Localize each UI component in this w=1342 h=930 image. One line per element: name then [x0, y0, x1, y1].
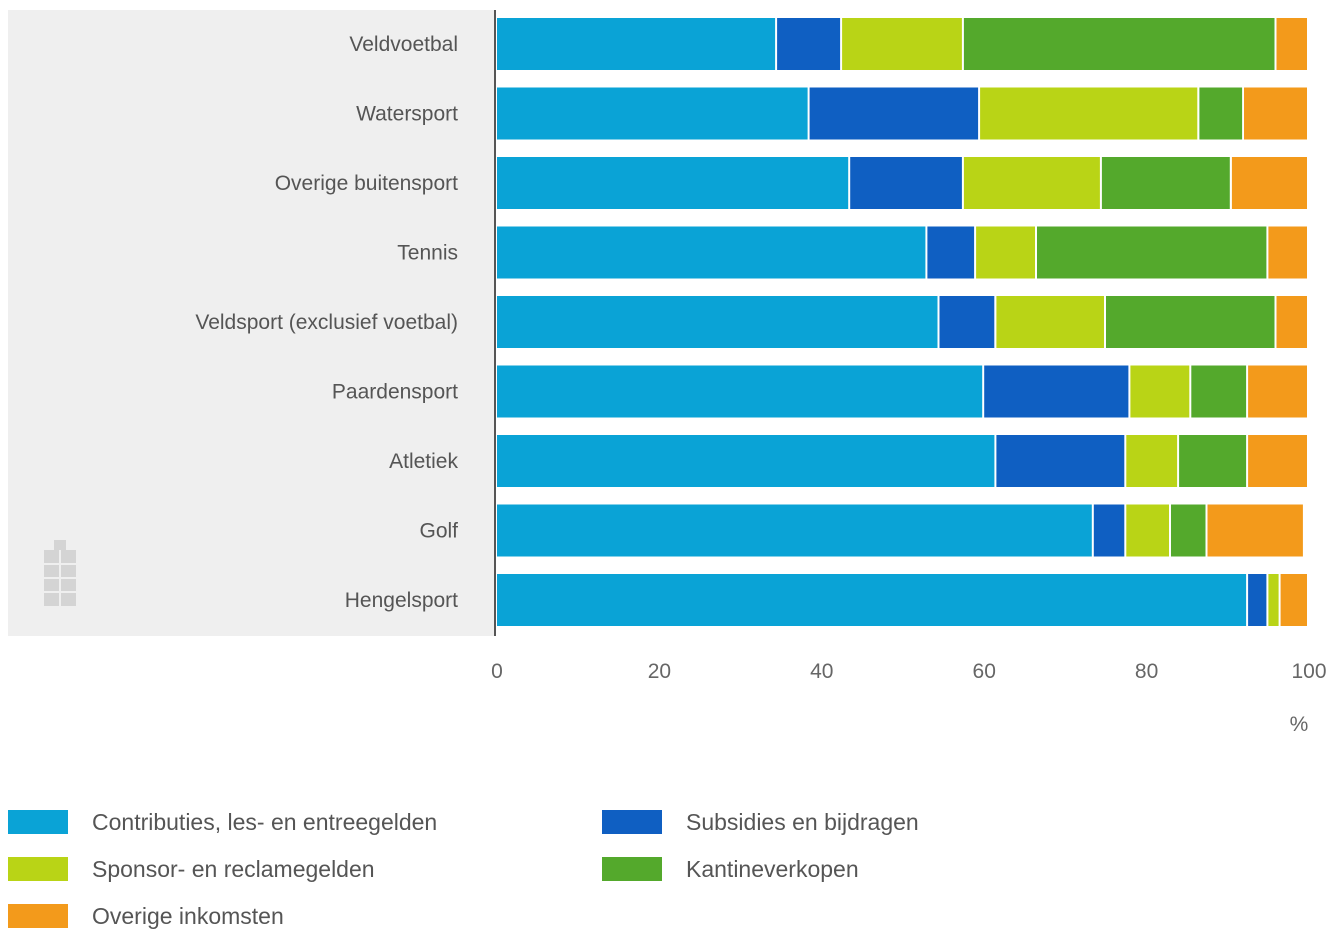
legend-label: Subsidies en bijdragen — [686, 809, 919, 835]
category-label: Veldvoetbal — [349, 33, 458, 56]
bar-segment — [984, 365, 1129, 418]
logo-icon — [44, 540, 76, 606]
x-tick-label: 100 — [1291, 660, 1326, 683]
x-tick-label: 0 — [491, 660, 503, 683]
bars — [497, 18, 1307, 626]
bar-segment — [1130, 365, 1190, 418]
category-label: Hengelsport — [345, 589, 458, 612]
bar-segment — [1093, 504, 1125, 557]
bar-segment — [497, 87, 808, 140]
x-tick-label: 40 — [810, 660, 833, 683]
bar-segment — [809, 87, 979, 140]
x-tick-label: 20 — [648, 660, 671, 683]
bar-segment — [1199, 87, 1243, 140]
bar-segment — [980, 87, 1198, 140]
x-tick-label: 60 — [973, 660, 996, 683]
bar-segment — [963, 18, 1275, 70]
bar-segment — [963, 157, 1100, 209]
bar-segment — [497, 18, 776, 70]
legend: Contributies, les- en entreegelden Subsid… — [8, 809, 919, 929]
bar-segment — [927, 226, 975, 279]
category-label: Veldsport (exclusief voetbal) — [195, 311, 458, 334]
x-axis-unit: % — [1290, 713, 1309, 736]
bar-segment — [1126, 435, 1178, 487]
bar-segment — [939, 296, 995, 348]
legend-label: Sponsor- en reclamegelden — [92, 856, 375, 882]
bar-segment — [1231, 157, 1307, 209]
bar-segment — [777, 18, 841, 70]
bar-segment — [996, 435, 1125, 487]
category-label: Atletiek — [389, 450, 458, 473]
x-axis-tick-labels: 0 20 40 60 80 100 — [491, 660, 1326, 683]
bar-segment — [842, 18, 962, 70]
category-label: Golf — [419, 520, 458, 543]
bar-segment — [1276, 296, 1307, 348]
bar-segment — [497, 504, 1092, 557]
legend-swatch — [602, 810, 662, 834]
legend-swatch — [8, 904, 68, 928]
bar-segment — [1248, 365, 1307, 418]
bar-segment — [976, 226, 1035, 279]
bar-segment — [1179, 435, 1247, 487]
bar-segment — [1244, 87, 1307, 140]
legend-swatch — [8, 810, 68, 834]
bar-segment — [497, 435, 995, 487]
legend-swatch — [8, 857, 68, 881]
category-label: Overige buitensport — [275, 172, 458, 195]
bar-segment — [1126, 504, 1169, 557]
bar-segment — [1207, 504, 1303, 557]
bar-segment — [850, 157, 962, 209]
bar-segment — [497, 157, 849, 209]
bar-segment — [1037, 226, 1267, 279]
legend-swatch — [602, 857, 662, 881]
bar-segment — [996, 296, 1104, 348]
bar-segment — [1106, 296, 1275, 348]
bar-segment — [497, 365, 983, 418]
bar-segment — [497, 574, 1247, 626]
category-panel — [8, 10, 495, 636]
category-label: Watersport — [356, 103, 458, 126]
bar-segment — [1248, 574, 1267, 626]
category-label: Paardensport — [332, 381, 458, 404]
bar-segment — [1268, 574, 1279, 626]
bar-segment — [1276, 18, 1307, 70]
legend-label: Kantineverkopen — [686, 856, 859, 882]
x-tick-label: 80 — [1135, 660, 1158, 683]
bar-segment — [1248, 435, 1307, 487]
legend-label: Contributies, les- en entreegelden — [92, 809, 437, 835]
bar-segment — [1101, 157, 1230, 209]
bar-segment — [1171, 504, 1206, 557]
category-labels: Veldvoetbal Watersport Overige buitensport… — [195, 33, 458, 612]
bar-segment — [1280, 574, 1307, 626]
legend-label: Overige inkomsten — [92, 903, 284, 929]
bar-segment — [1191, 365, 1247, 418]
category-label: Tennis — [397, 242, 458, 265]
bar-segment — [497, 226, 926, 279]
bar-segment — [1268, 226, 1307, 279]
bar-segment — [497, 296, 938, 348]
